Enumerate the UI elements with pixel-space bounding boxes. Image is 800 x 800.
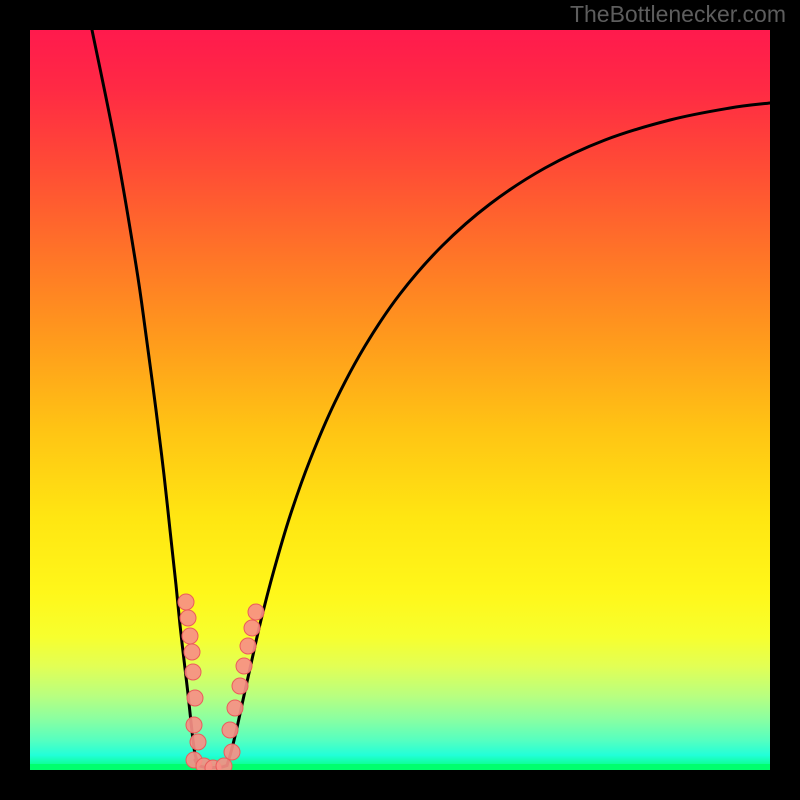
data-marker [187, 690, 203, 706]
marker-group [178, 594, 264, 770]
data-marker [184, 644, 200, 660]
curve-right-branch [227, 103, 770, 766]
data-marker [227, 700, 243, 716]
data-marker [180, 610, 196, 626]
curves-overlay [30, 30, 770, 770]
data-marker [232, 678, 248, 694]
plot-area [30, 30, 770, 770]
data-marker [190, 734, 206, 750]
data-marker [185, 664, 201, 680]
data-marker [222, 722, 238, 738]
data-marker [244, 620, 260, 636]
data-marker [182, 628, 198, 644]
watermark-text: TheBottlenecker.com [570, 1, 786, 28]
chart-container: TheBottlenecker.com [0, 0, 800, 800]
data-marker [178, 594, 194, 610]
data-marker [248, 604, 264, 620]
data-marker [236, 658, 252, 674]
curve-left-branch [92, 30, 199, 765]
data-marker [186, 717, 202, 733]
data-marker [224, 744, 240, 760]
data-marker [240, 638, 256, 654]
